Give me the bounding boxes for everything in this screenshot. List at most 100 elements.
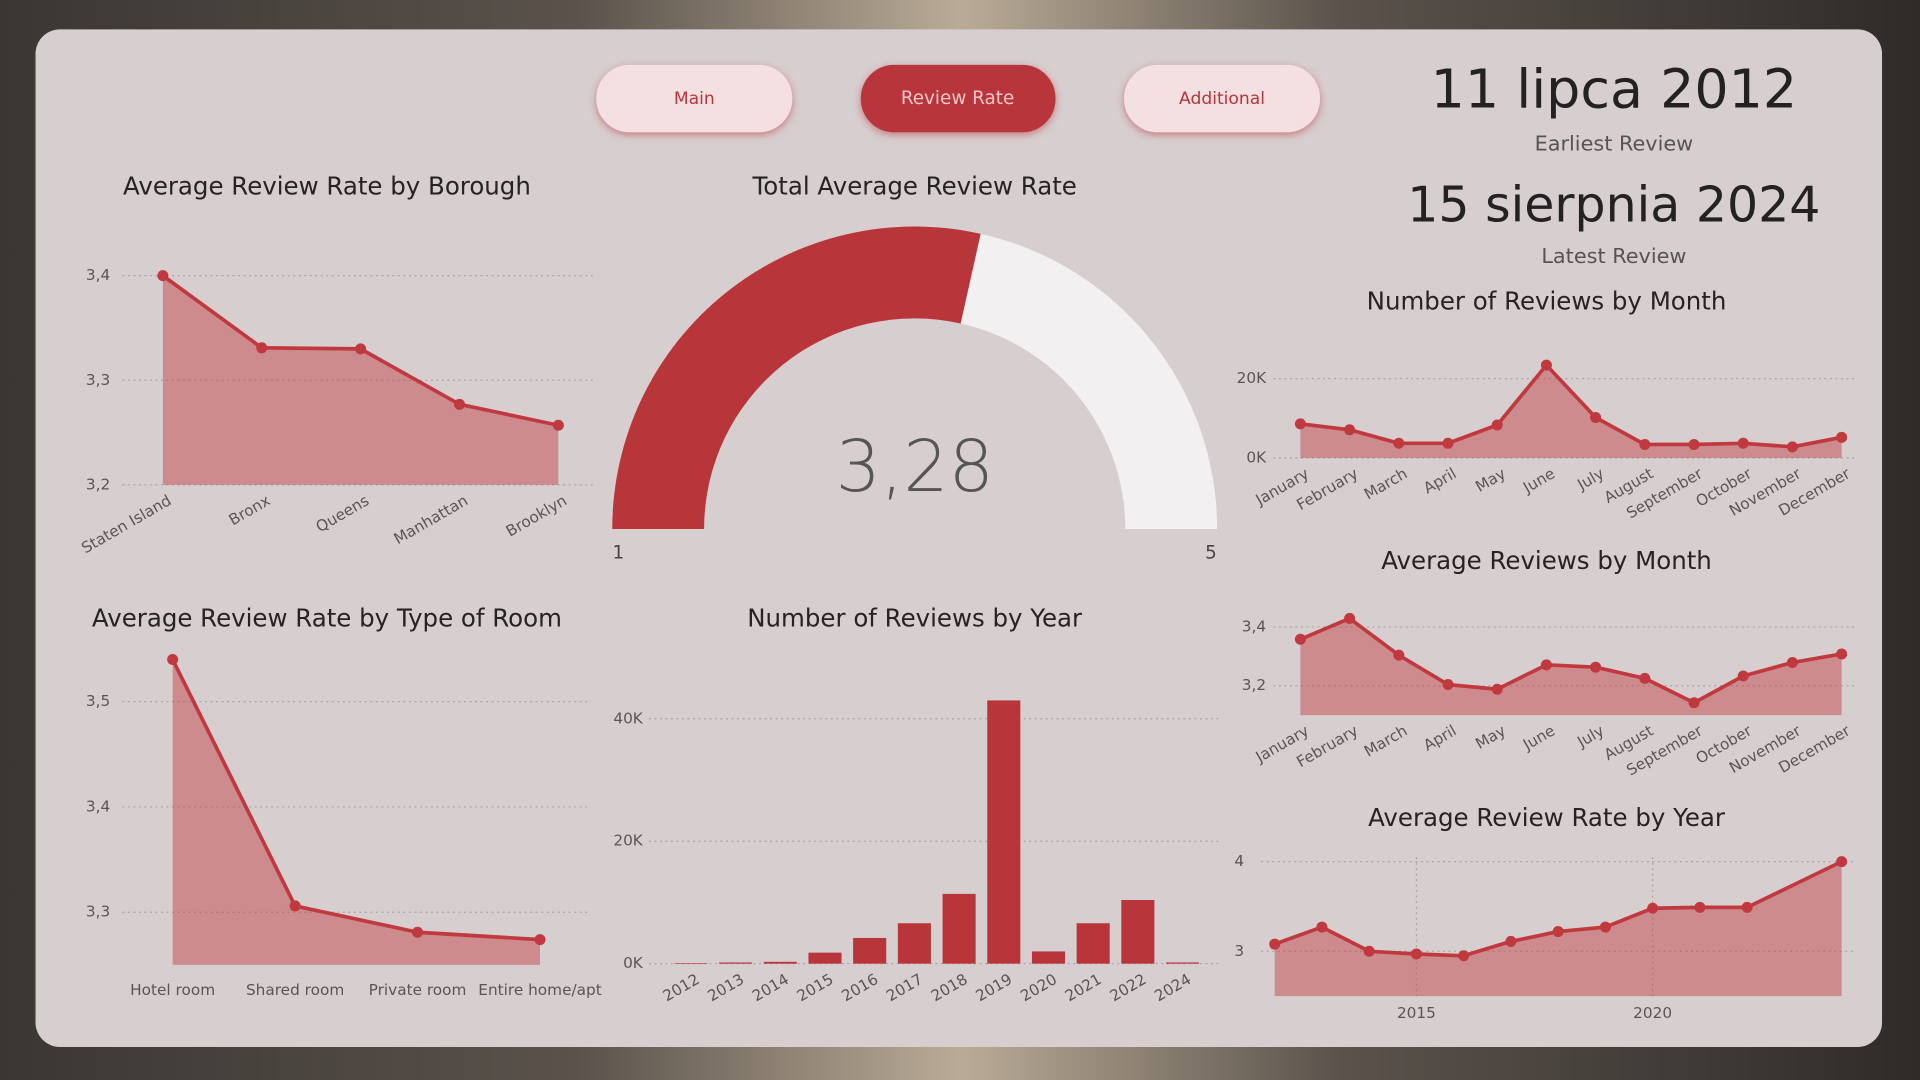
y-tick-label: 3,2 bbox=[86, 475, 110, 493]
y-tick-label: 40K bbox=[613, 709, 643, 727]
area bbox=[1274, 861, 1842, 997]
point bbox=[1442, 679, 1454, 691]
bar bbox=[1166, 962, 1200, 964]
y-tick-label: 3,4 bbox=[1242, 617, 1266, 635]
point bbox=[534, 934, 546, 946]
area bbox=[162, 275, 559, 485]
point bbox=[355, 343, 367, 355]
gauge-min-label: 1 bbox=[613, 542, 625, 563]
point bbox=[289, 900, 301, 912]
point bbox=[1491, 683, 1503, 695]
point bbox=[1786, 441, 1798, 453]
point bbox=[1836, 648, 1848, 660]
point bbox=[256, 342, 268, 354]
x-tick-label: Shared room bbox=[246, 981, 344, 999]
gauge-value-label: 3,28 bbox=[836, 425, 994, 508]
bar bbox=[853, 937, 887, 964]
x-tick-label: 2015 bbox=[1397, 1004, 1436, 1022]
line bbox=[1274, 859, 1843, 958]
nav-button[interactable]: Main bbox=[596, 64, 793, 133]
point bbox=[1363, 945, 1375, 957]
x-tick-label: Hotel room bbox=[130, 981, 215, 999]
point bbox=[1639, 672, 1651, 684]
point bbox=[1393, 437, 1405, 449]
y-tick-label: 3,3 bbox=[86, 903, 110, 921]
point bbox=[1647, 902, 1659, 914]
bar bbox=[897, 923, 931, 964]
bar bbox=[808, 952, 842, 964]
point bbox=[412, 926, 424, 938]
x-tick-label: Private room bbox=[369, 981, 467, 999]
point bbox=[167, 654, 179, 666]
point bbox=[1590, 661, 1602, 673]
y-tick-label: 0K bbox=[623, 954, 644, 972]
point bbox=[1590, 411, 1602, 424]
point bbox=[1316, 921, 1328, 933]
button-bg[interactable] bbox=[596, 64, 793, 133]
point bbox=[552, 419, 564, 431]
point bbox=[1786, 656, 1798, 669]
nav-button[interactable]: Review Rate bbox=[860, 64, 1056, 133]
button-bg[interactable] bbox=[1124, 64, 1320, 133]
bar bbox=[719, 962, 753, 964]
button-bg[interactable] bbox=[860, 64, 1056, 133]
point bbox=[1836, 431, 1848, 443]
point bbox=[1552, 926, 1564, 938]
bar bbox=[674, 963, 708, 964]
point bbox=[1688, 697, 1700, 709]
bar bbox=[763, 961, 797, 964]
date-value: 15 sierpnia 2024 bbox=[1407, 177, 1820, 234]
bar bbox=[1076, 923, 1110, 964]
y-tick-label: 3,4 bbox=[86, 266, 110, 284]
bar bbox=[1031, 951, 1066, 964]
point bbox=[1540, 359, 1552, 371]
point bbox=[1505, 935, 1517, 947]
line bbox=[1300, 363, 1842, 449]
point bbox=[157, 270, 169, 282]
button-label[interactable]: Review Rate bbox=[901, 88, 1014, 109]
point bbox=[1694, 901, 1706, 913]
chart-title: Average Reviews by Month bbox=[1381, 546, 1712, 575]
y-tick-label: 0K bbox=[1246, 448, 1267, 466]
point bbox=[1269, 938, 1281, 950]
chart-title: Average Review Rate by Type of Room bbox=[92, 604, 562, 633]
point bbox=[1294, 633, 1306, 645]
x-tick-label: Entire home/apt bbox=[478, 981, 601, 999]
point bbox=[1491, 419, 1503, 431]
chart-title: Total Average Review Rate bbox=[752, 171, 1077, 200]
chart-title: Average Review Rate by Year bbox=[1368, 803, 1726, 832]
y-tick-label: 4 bbox=[1234, 852, 1244, 870]
line bbox=[1299, 616, 1842, 705]
point bbox=[1344, 424, 1356, 436]
area bbox=[172, 659, 540, 965]
y-tick-label: 3,2 bbox=[1242, 676, 1266, 694]
point bbox=[1741, 901, 1753, 913]
point bbox=[453, 398, 465, 410]
date-label: Earliest Review bbox=[1535, 131, 1694, 155]
y-tick-label: 20K bbox=[1237, 369, 1267, 387]
y-tick-label: 20K bbox=[613, 832, 643, 850]
point bbox=[1458, 950, 1470, 962]
y-tick-label: 3,5 bbox=[86, 692, 110, 710]
button-label[interactable]: Additional bbox=[1179, 89, 1265, 109]
bar bbox=[942, 893, 976, 964]
point bbox=[1540, 659, 1552, 671]
gauge-value bbox=[612, 226, 981, 529]
gauge-track bbox=[960, 233, 1218, 529]
area bbox=[1300, 365, 1842, 458]
point bbox=[1737, 670, 1749, 682]
bar bbox=[1121, 900, 1155, 964]
chart-title: Number of Reviews by Year bbox=[747, 604, 1083, 633]
line bbox=[171, 658, 541, 942]
point bbox=[1344, 612, 1356, 624]
bar bbox=[987, 700, 1021, 964]
y-tick-label: 3,3 bbox=[86, 371, 110, 389]
point bbox=[1737, 437, 1749, 449]
point bbox=[1599, 921, 1611, 933]
button-label[interactable]: Main bbox=[674, 89, 715, 109]
nav-button[interactable]: Additional bbox=[1124, 64, 1320, 133]
point bbox=[1639, 438, 1651, 450]
chart-title: Number of Reviews by Month bbox=[1367, 286, 1727, 315]
